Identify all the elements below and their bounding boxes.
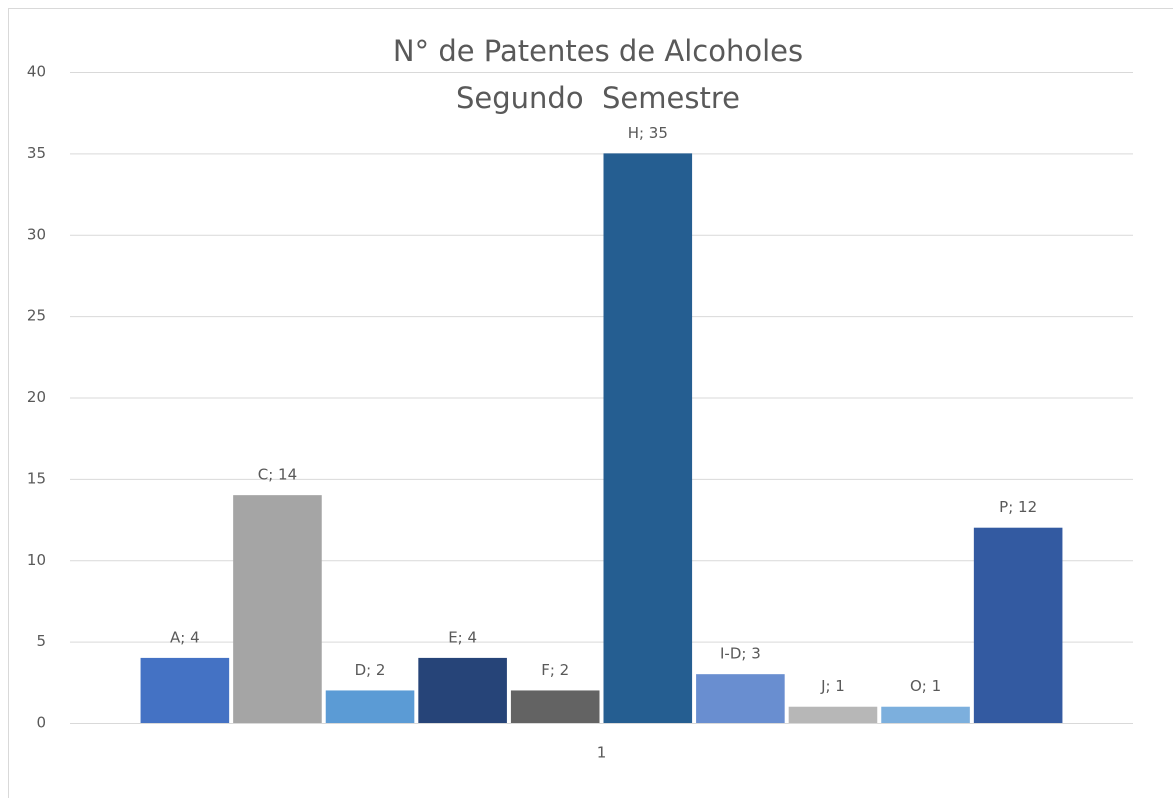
bar [233,495,322,723]
chart-title: Segundo Semestre [456,81,740,115]
y-tick-label: 40 [27,63,46,81]
data-label: D; 2 [355,661,386,679]
data-label: A; 4 [170,628,200,646]
bar [603,153,693,723]
data-label: C; 14 [258,466,297,484]
data-label: F; 2 [541,661,569,679]
data-label: O; 1 [910,677,941,695]
data-label: H; 35 [628,124,668,142]
bar [418,657,507,723]
y-tick-label: 5 [36,632,46,650]
y-tick-label: 10 [27,551,46,569]
y-tick-label: 35 [27,144,46,162]
bar [788,706,878,723]
y-tick-label: 30 [27,225,46,243]
y-tick-label: 0 [36,714,46,732]
bar [696,674,785,723]
x-tick-label: 1 [597,744,607,762]
data-label: J; 1 [820,677,845,695]
bar [510,690,600,723]
y-tick-label: 25 [27,307,46,325]
data-label: P; 12 [999,498,1037,516]
y-tick-label: 15 [27,469,46,487]
data-label: I-D; 3 [720,645,761,663]
chart-title: N° de Patentes de Alcoholes [393,34,803,68]
y-tick-label: 20 [27,388,46,406]
bar [973,527,1063,723]
data-label: E; 4 [448,628,477,646]
bar [881,706,970,723]
bar [325,690,415,723]
bar [140,657,230,723]
